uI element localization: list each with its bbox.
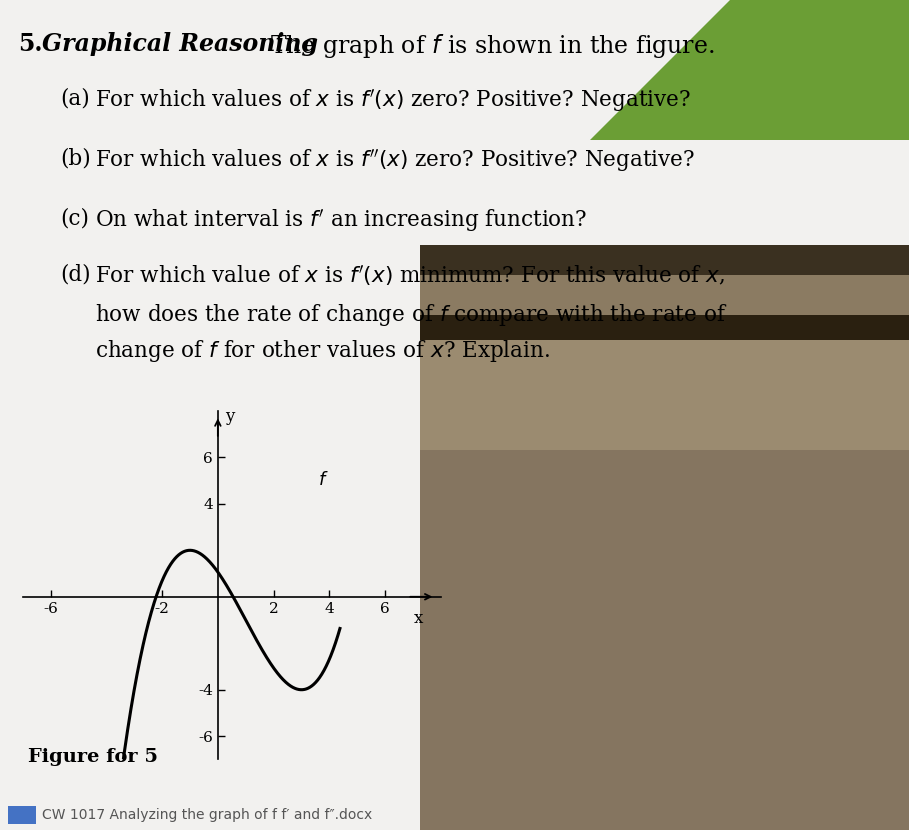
Text: CW 1017 Analyzing the graph of f f′ and f″.docx: CW 1017 Analyzing the graph of f f′ and … [42, 808, 373, 822]
Bar [420, 270, 909, 450]
Polygon shape [590, 0, 909, 140]
Text: y: y [225, 408, 235, 425]
Bar [420, 270, 909, 450]
Text: (d): (d) [60, 264, 91, 286]
Text: $f$: $f$ [318, 471, 329, 489]
Text: (c): (c) [60, 208, 89, 230]
Text: On what interval is $f'$ an increasing function?: On what interval is $f'$ an increasing f… [95, 208, 587, 235]
Text: (b): (b) [60, 148, 91, 170]
Bar [8, 806, 36, 824]
Text: For which values of $x$ is $f''(x)$ zero? Positive? Negative?: For which values of $x$ is $f''(x)$ zero… [95, 148, 695, 174]
Text: (a): (a) [60, 88, 90, 110]
Bar [420, 315, 909, 340]
Text: Graphical Reasoning: Graphical Reasoning [42, 32, 318, 56]
Bar [420, 340, 909, 550]
Bar [420, 450, 909, 830]
Text: change of $f$ for other values of $x$? Explain.: change of $f$ for other values of $x$? E… [95, 338, 550, 364]
Text: how does the rate of change of $f$ compare with the rate of: how does the rate of change of $f$ compa… [95, 302, 727, 328]
Text: Figure for 5: Figure for 5 [28, 748, 158, 766]
Text: For which value of $x$ is $f'(x)$ minimum? For this value of $x$,: For which value of $x$ is $f'(x)$ minimu… [95, 264, 724, 289]
Text: The graph of $f$ is shown in the figure.: The graph of $f$ is shown in the figure. [255, 32, 714, 60]
Text: x: x [414, 609, 424, 627]
Bar [420, 245, 909, 275]
Text: 5.: 5. [18, 32, 43, 56]
Text: For which values of $x$ is $f'(x)$ zero? Positive? Negative?: For which values of $x$ is $f'(x)$ zero?… [95, 88, 691, 115]
